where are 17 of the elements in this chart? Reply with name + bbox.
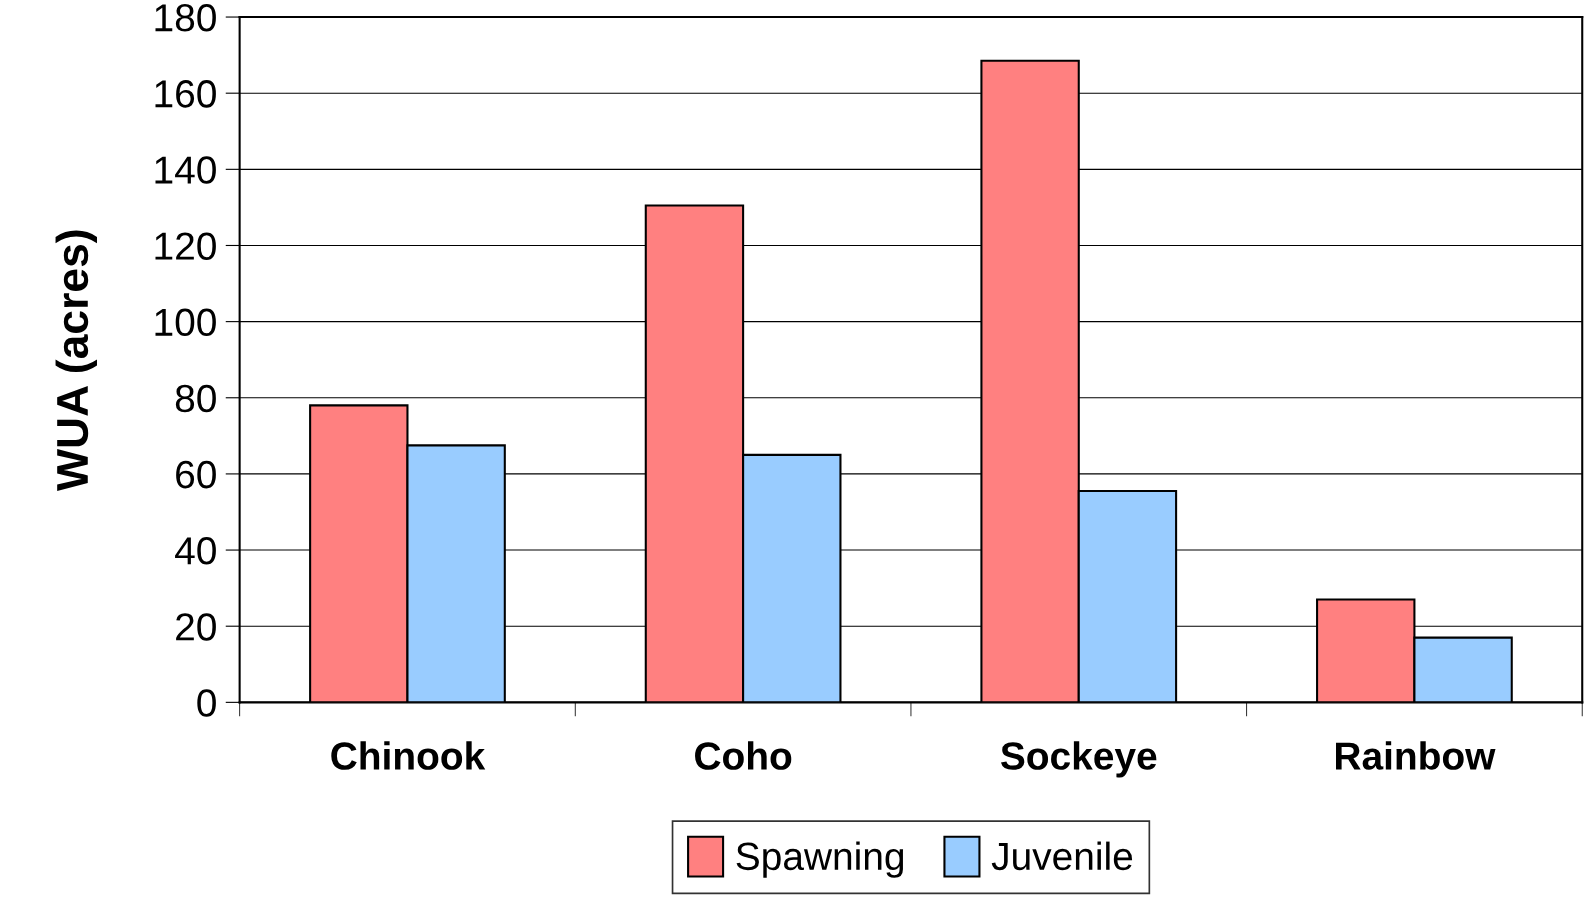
legend-label: Spawning (736, 841, 904, 878)
legend-label: Juvenile (991, 841, 1133, 871)
y-tick-label: 0 (197, 689, 216, 717)
x-tick-label: Chinook (331, 741, 486, 770)
x-tick-label: Sockeye (1000, 741, 1157, 778)
y-tick-label: 160 (155, 80, 216, 108)
y-tick-label: 120 (155, 232, 216, 260)
y-tick-label: 40 (175, 537, 216, 565)
y-tick-label: 60 (176, 460, 216, 489)
y-axis-title: WUA (acres) (55, 230, 97, 491)
y-tick-label: 180 (155, 3, 216, 32)
x-tick-label: Rainbow (1336, 741, 1496, 770)
y-tick-label: 20 (176, 613, 216, 641)
x-tick-label: Coho (695, 741, 792, 770)
y-tick-label: 140 (155, 156, 216, 184)
y-tick-label: 80 (175, 384, 216, 413)
y-tick-label: 100 (155, 308, 216, 337)
